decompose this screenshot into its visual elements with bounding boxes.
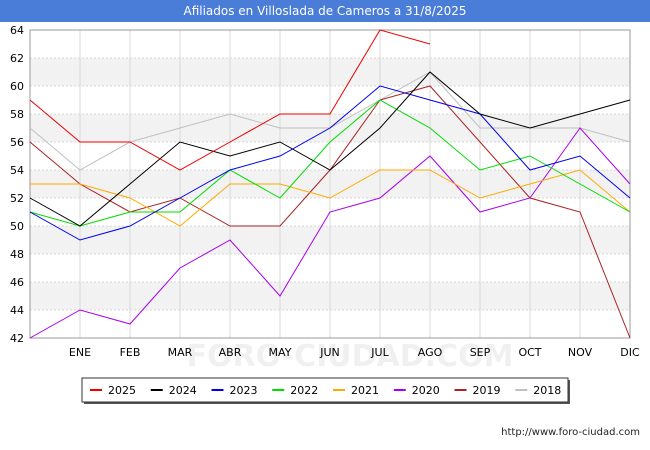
y-tick-label: 42 [10,332,24,345]
x-tick-label: JUN [319,346,340,359]
legend-label-2021: 2021 [351,384,379,397]
legend-label-2020: 2020 [412,384,440,397]
legend-box [81,377,569,403]
legend-label-2018: 2018 [533,384,561,397]
series-line-2021 [30,169,631,227]
series-line-2022 [29,99,631,227]
legend-label-2019: 2019 [473,384,501,397]
y-tick-label: 52 [10,192,24,205]
chart-title: Afiliados en Villoslada de Cameros a 31/… [0,0,650,22]
x-tick-label: AGO [418,346,443,359]
series-line-2020 [29,127,631,339]
y-tick-label: 48 [10,248,24,261]
y-tick-label: 62 [10,52,24,65]
x-tick-label: MAR [168,346,193,359]
legend-label-2022: 2022 [290,384,318,397]
legend-label-2025: 2025 [108,384,136,397]
x-tick-label: ABR [219,346,242,359]
series-line-2024 [29,71,631,227]
y-tick-label: 56 [10,136,24,149]
x-tick-label: ENE [69,346,91,359]
legend-label-2024: 2024 [169,384,197,397]
x-tick-label: FEB [120,346,141,359]
y-tick-label: 54 [10,164,24,177]
watermark: FORO-CIUDAD.COM [187,339,514,374]
series-line-2025 [29,29,431,171]
legend-label-2023: 2023 [230,384,258,397]
x-tick-label: JUL [370,346,389,359]
x-tick-label: NOV [568,346,593,359]
line-chart: FORO-CIUDAD.COM 42 44 46 48 50 52 54 56 58 60 62 64 E… [10,24,640,404]
x-tick-label: MAY [269,346,292,359]
y-tick-label: 64 [10,24,24,37]
series-line-2023 [29,85,631,241]
x-tick-label: SEP [470,346,491,359]
x-tick-label: DIC [620,346,640,359]
y-tick-label: 50 [10,220,24,233]
source-credit: http://www.foro-ciudad.com [501,427,640,438]
y-tick-label: 58 [10,108,24,121]
y-tick-label: 60 [10,80,24,93]
y-tick-label: 44 [10,304,24,317]
x-tick-label: OCT [518,346,541,359]
y-tick-label: 46 [10,276,24,289]
